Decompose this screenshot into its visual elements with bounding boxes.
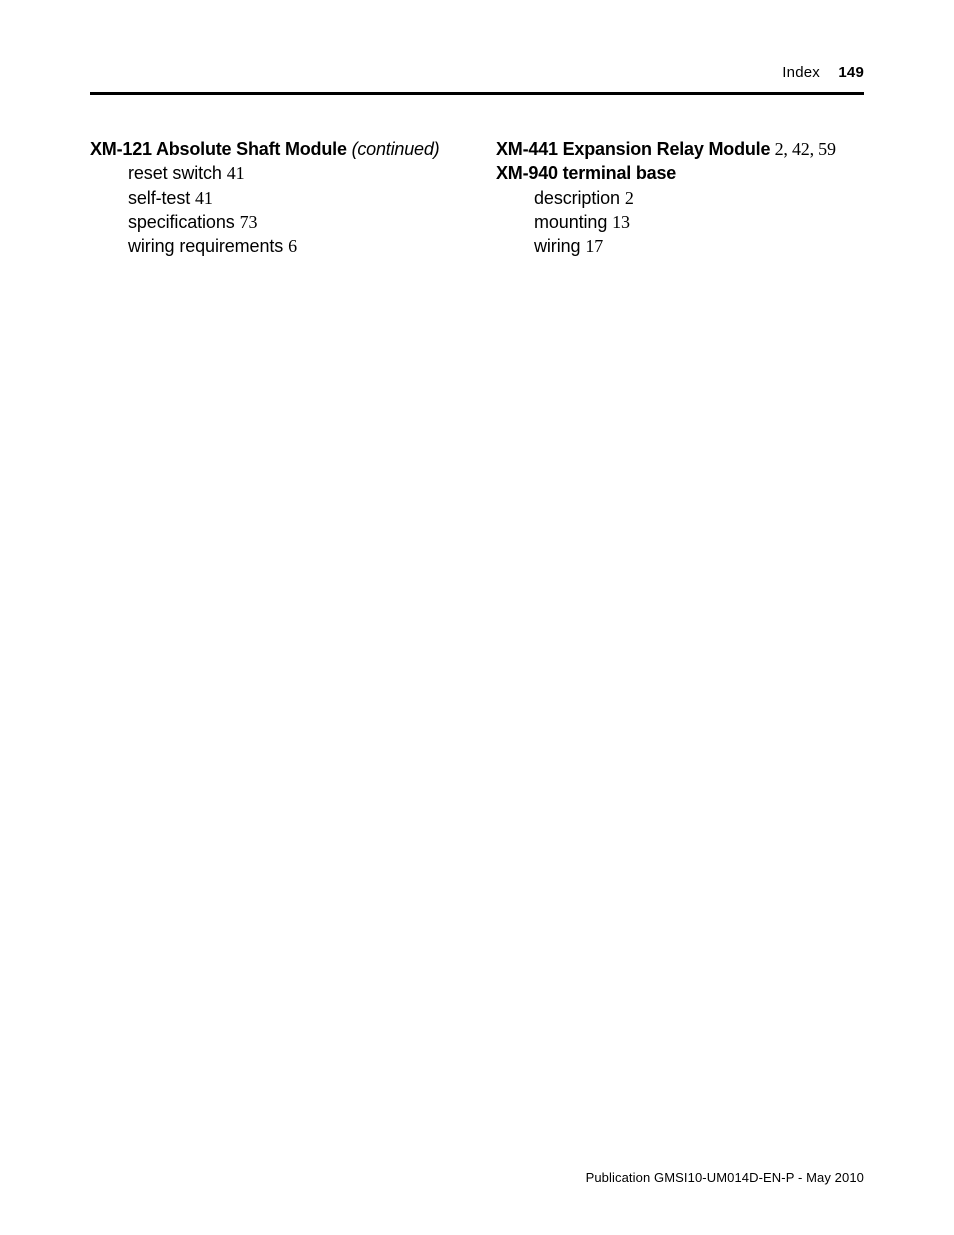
entry-title: XM-441 Expansion Relay Module: [496, 139, 770, 159]
index-subentry: specifications 73: [90, 210, 458, 234]
entry-suffix-close: ): [434, 139, 440, 159]
subentry-page: 2: [625, 188, 634, 208]
index-subentry: description 2: [496, 186, 864, 210]
publication-footer: Publication GMSI10-UM014D-EN-P - May 201…: [586, 1170, 864, 1185]
subentry-label: wiring requirements: [128, 236, 283, 256]
index-subentry: wiring requirements 6: [90, 234, 458, 258]
entry-suffix-word: continued: [357, 139, 433, 159]
subentry-label: mounting: [534, 212, 607, 232]
index-subentry: mounting 13: [496, 210, 864, 234]
index-entry-xm121: XM-121 Absolute Shaft Module (continued): [90, 137, 458, 161]
subentry-page: 6: [288, 236, 297, 256]
header-rule: [90, 92, 864, 95]
index-subentry: self-test 41: [90, 186, 458, 210]
index-entry-xm940: XM-940 terminal base: [496, 161, 864, 185]
header-page-number: 149: [838, 64, 864, 81]
document-page: Index 149 XM-121 Absolute Shaft Module (…: [0, 0, 954, 1235]
subentry-label: specifications: [128, 212, 235, 232]
running-header: Index 149: [90, 64, 864, 81]
subentry-label: reset switch: [128, 163, 222, 183]
subentry-page: 73: [240, 212, 258, 232]
subentry-label: wiring: [534, 236, 580, 256]
index-entry-xm441: XM-441 Expansion Relay Module 2, 42, 59: [496, 137, 864, 161]
subentry-page: 17: [585, 236, 603, 256]
index-subentry: reset switch 41: [90, 161, 458, 185]
header-section: Index: [782, 64, 820, 81]
entry-title: XM-121 Absolute Shaft Module: [90, 139, 347, 159]
subentry-label: description: [534, 188, 620, 208]
right-column: XM-441 Expansion Relay Module 2, 42, 59 …: [496, 137, 864, 258]
index-columns: XM-121 Absolute Shaft Module (continued)…: [90, 137, 864, 258]
subentry-label: self-test: [128, 188, 190, 208]
subentry-page: 13: [612, 212, 630, 232]
left-column: XM-121 Absolute Shaft Module (continued)…: [90, 137, 458, 258]
index-subentry: wiring 17: [496, 234, 864, 258]
subentry-page: 41: [227, 163, 245, 183]
subentry-page: 41: [195, 188, 213, 208]
entry-pages: 2, 42, 59: [770, 139, 836, 159]
entry-suffix-open: (: [347, 139, 358, 159]
entry-title: XM-940 terminal base: [496, 163, 676, 183]
